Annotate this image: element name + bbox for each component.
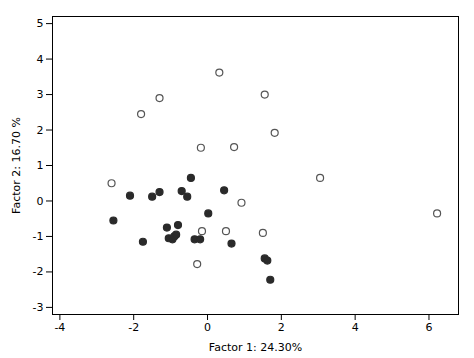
svg-text:-2: -2 (128, 321, 139, 334)
svg-text:-1: -1 (33, 230, 44, 243)
svg-text:5: 5 (37, 17, 44, 30)
svg-text:3: 3 (37, 88, 44, 101)
svg-text:6: 6 (425, 321, 432, 334)
svg-text:2: 2 (37, 124, 44, 137)
svg-text:-2: -2 (33, 265, 44, 278)
svg-text:Factor 2: 16.70 %: Factor 2: 16.70 % (10, 117, 23, 214)
svg-text:-3: -3 (33, 301, 44, 314)
svg-text:2: 2 (278, 321, 285, 334)
svg-text:Factor 1: 24.30%: Factor 1: 24.30% (209, 341, 302, 354)
svg-text:4: 4 (352, 321, 359, 334)
svg-text:1: 1 (37, 159, 44, 172)
svg-text:0: 0 (37, 194, 44, 207)
svg-text:-4: -4 (54, 321, 65, 334)
svg-text:4: 4 (37, 53, 44, 66)
svg-text:0: 0 (204, 321, 211, 334)
